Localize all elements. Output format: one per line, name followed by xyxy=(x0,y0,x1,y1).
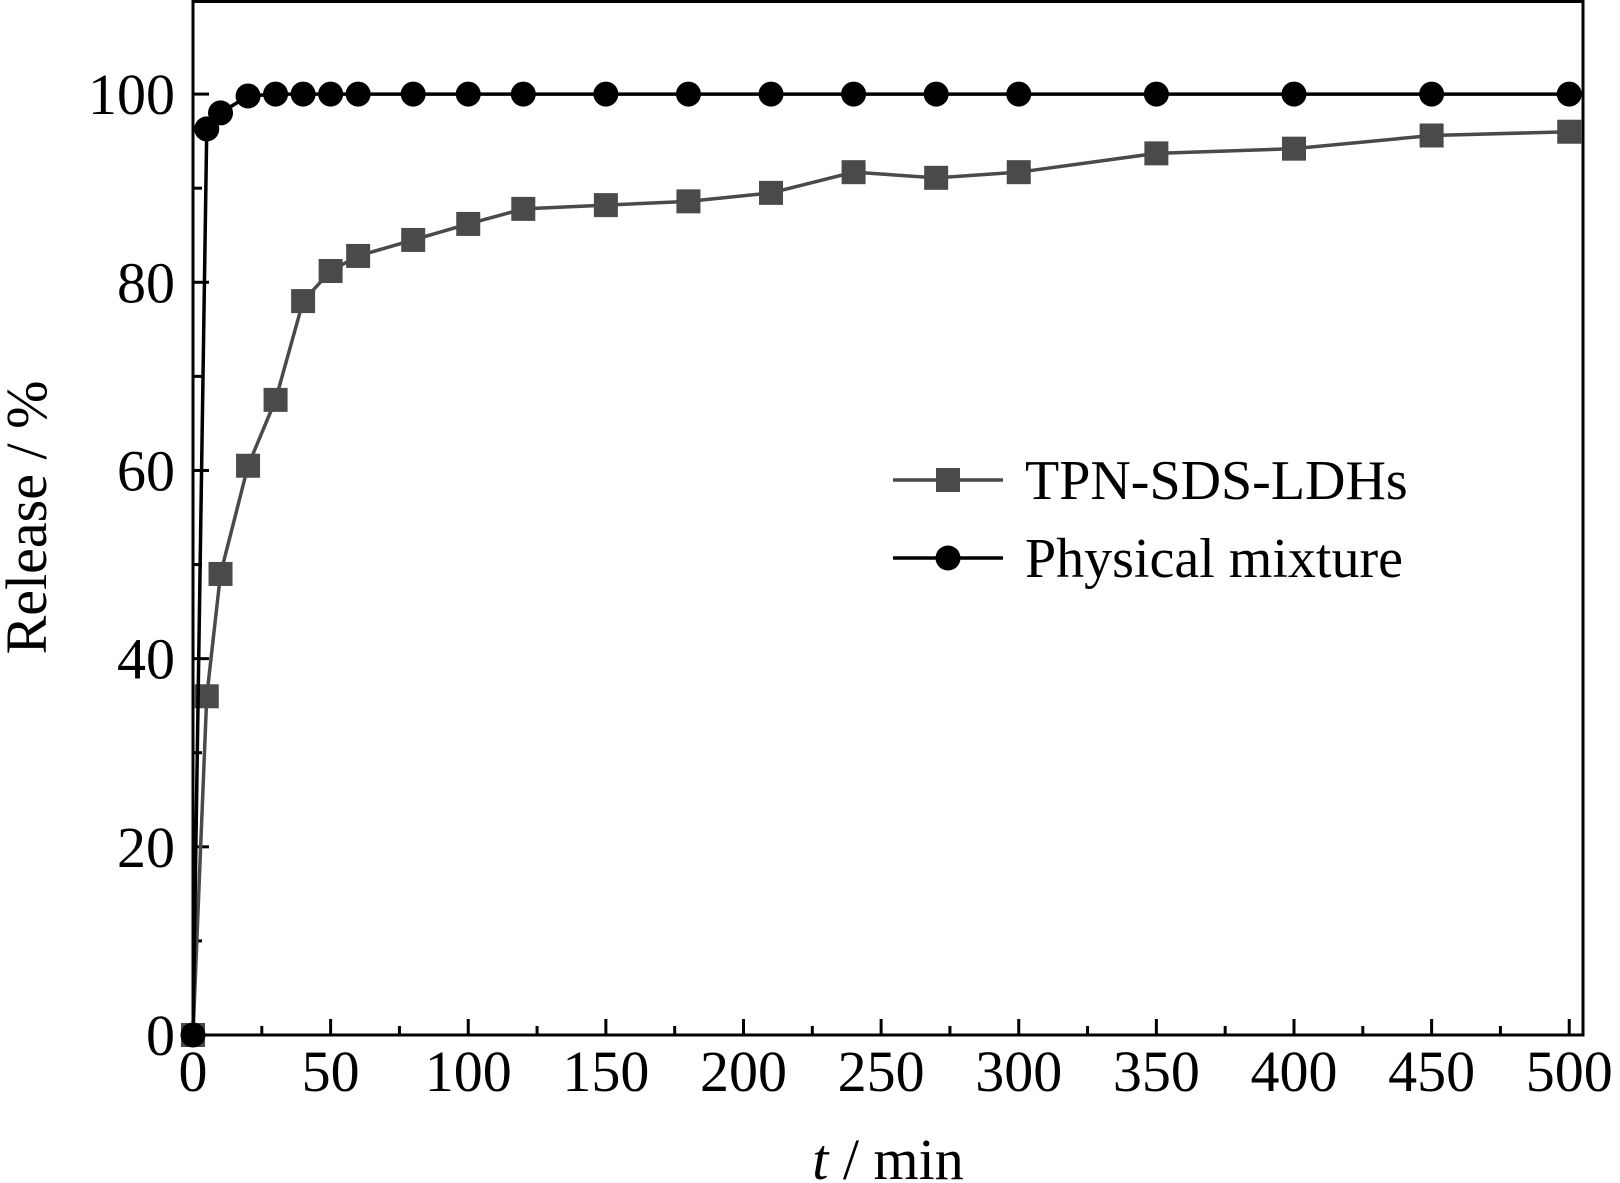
x-tick-label: 400 xyxy=(1250,1039,1337,1104)
legend-marker-physical-mixture xyxy=(935,545,961,571)
x-axis-unit: / min xyxy=(828,1127,963,1183)
y-tick-label: 80 xyxy=(117,250,175,315)
y-axis-title: Release / % xyxy=(0,381,59,655)
series-tpn-sds-ldhs xyxy=(181,119,1582,1047)
x-axis-variable: t xyxy=(812,1127,830,1183)
y-tick-label: 40 xyxy=(117,627,175,692)
x-tick-label: 350 xyxy=(1113,1039,1200,1104)
series-layer xyxy=(180,81,1582,1048)
data-point-circle xyxy=(510,81,536,107)
x-tick-label: 100 xyxy=(425,1039,512,1104)
x-tick-label: 450 xyxy=(1388,1039,1475,1104)
data-point-circle xyxy=(318,81,344,107)
data-point-square xyxy=(759,180,784,205)
data-point-circle xyxy=(841,81,867,107)
x-tick-label: 500 xyxy=(1526,1039,1613,1104)
data-point-square xyxy=(1419,123,1444,148)
legend-item-tpn: TPN-SDS-LDHs xyxy=(893,450,1408,512)
data-point-circle xyxy=(208,100,234,126)
data-point-circle xyxy=(290,81,316,107)
data-point-square xyxy=(1144,141,1169,166)
data-point-square xyxy=(1557,119,1582,144)
data-point-circle xyxy=(263,81,289,107)
data-point-square xyxy=(401,227,426,252)
data-point-square xyxy=(1006,160,1031,185)
x-tick-label: 50 xyxy=(302,1039,360,1104)
x-tick-label: 200 xyxy=(700,1039,787,1104)
data-point-square xyxy=(456,211,481,236)
data-point-circle xyxy=(1419,81,1445,107)
data-point-square xyxy=(263,387,288,412)
legend-label-tpn: TPN-SDS-LDHs xyxy=(1025,450,1408,512)
data-point-circle xyxy=(593,81,619,107)
x-axis-title: t / min xyxy=(812,1127,963,1183)
data-point-circle xyxy=(235,83,261,109)
data-point-square xyxy=(511,196,536,221)
data-point-circle xyxy=(1006,81,1032,107)
data-point-circle xyxy=(345,81,371,107)
y-tick-label: 0 xyxy=(146,1003,175,1068)
x-tick-label: 0 xyxy=(179,1039,208,1104)
x-tick-label: 150 xyxy=(562,1039,649,1104)
data-point-circle xyxy=(455,81,481,107)
legend-item-physical-mixture: Physical mixture xyxy=(893,528,1403,590)
data-point-square xyxy=(346,243,371,268)
data-point-square xyxy=(208,561,233,586)
legend-marker-tpn xyxy=(936,468,960,492)
data-point-square xyxy=(236,453,261,478)
data-point-circle xyxy=(1281,81,1307,107)
data-point-square xyxy=(676,189,701,214)
data-point-square xyxy=(318,258,343,283)
data-point-square xyxy=(593,193,618,218)
data-point-circle xyxy=(758,81,784,107)
data-point-circle xyxy=(675,81,701,107)
y-tick-label: 60 xyxy=(117,438,175,503)
data-point-square xyxy=(841,160,866,185)
legend-label-physical-mixture: Physical mixture xyxy=(1025,528,1403,590)
plot-frame xyxy=(191,0,1585,1037)
data-point-square xyxy=(924,165,949,190)
y-tick-label: 20 xyxy=(117,815,175,880)
data-point-circle xyxy=(1143,81,1169,107)
data-point-circle xyxy=(1556,81,1582,107)
data-point-square xyxy=(1281,136,1306,161)
data-point-circle xyxy=(923,81,949,107)
data-point-square xyxy=(291,289,316,314)
series-physical-mixture xyxy=(180,81,1582,1048)
y-tick-label: 100 xyxy=(88,62,175,127)
x-tick-label: 300 xyxy=(975,1039,1062,1104)
axis-ticks xyxy=(191,0,1571,1037)
legend: TPN-SDS-LDHs Physical mixture xyxy=(893,450,1408,590)
data-point-circle xyxy=(400,81,426,107)
tick-labels: 0 50 100 150 200 250 300 350 400 450 500 0 20 40 60 80 1… xyxy=(88,62,1613,1104)
x-tick-label: 250 xyxy=(838,1039,925,1104)
